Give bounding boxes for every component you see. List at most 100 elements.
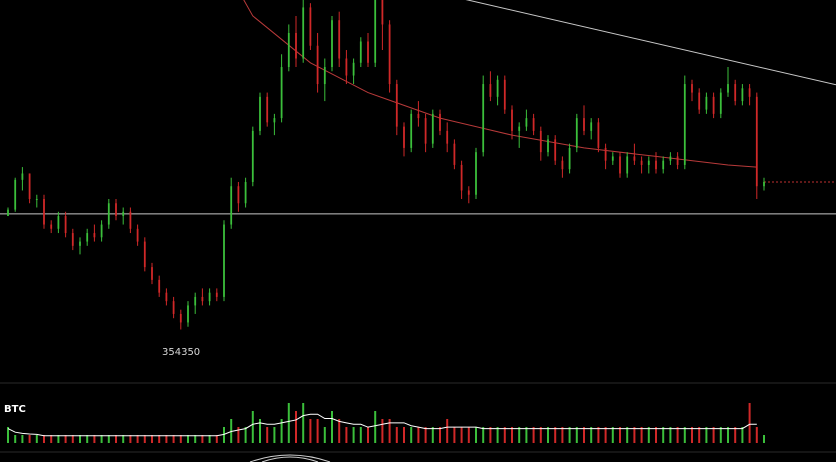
candle bbox=[143, 237, 146, 272]
candle bbox=[100, 220, 103, 242]
volume-bar bbox=[575, 427, 578, 443]
volume-bar bbox=[50, 435, 53, 443]
candle bbox=[194, 292, 197, 314]
candle bbox=[345, 50, 348, 85]
candle-body bbox=[381, 0, 384, 25]
candle-body bbox=[273, 118, 276, 123]
candle bbox=[604, 143, 607, 170]
volume-bar bbox=[518, 427, 521, 443]
candle bbox=[662, 156, 665, 174]
volume-bar bbox=[208, 435, 211, 443]
candle-body bbox=[215, 292, 218, 297]
volume-bar bbox=[676, 427, 679, 443]
candle bbox=[28, 173, 31, 204]
candle-body bbox=[165, 292, 168, 302]
candle bbox=[244, 177, 247, 208]
volume-bar bbox=[525, 427, 528, 443]
candle bbox=[50, 220, 53, 234]
volume-bar bbox=[71, 435, 74, 443]
candle bbox=[381, 0, 384, 50]
candle bbox=[633, 143, 636, 165]
candle-body bbox=[28, 173, 31, 199]
candle-body bbox=[201, 296, 204, 302]
candle bbox=[568, 143, 571, 174]
volume-bar bbox=[323, 427, 326, 443]
candle-body bbox=[143, 241, 146, 268]
candle-body bbox=[79, 241, 81, 246]
candle bbox=[460, 160, 463, 199]
volume-bar bbox=[64, 435, 67, 443]
candle bbox=[215, 288, 218, 302]
volume-bar bbox=[172, 435, 175, 443]
volume-bar bbox=[561, 427, 564, 443]
candle bbox=[287, 24, 290, 72]
volume-bar bbox=[194, 435, 197, 443]
candle bbox=[453, 139, 456, 170]
candle bbox=[338, 11, 341, 68]
candle-body bbox=[244, 181, 247, 204]
candle-body bbox=[266, 96, 269, 123]
volume-bar bbox=[568, 427, 571, 443]
volume-bar bbox=[345, 427, 348, 443]
candle-body bbox=[129, 211, 132, 229]
candle-body bbox=[302, 7, 305, 59]
candle bbox=[280, 54, 283, 123]
candle-body bbox=[251, 130, 254, 182]
candle bbox=[158, 275, 161, 297]
candle-body bbox=[705, 96, 708, 110]
candle-body bbox=[633, 156, 636, 161]
candle-body bbox=[107, 203, 110, 225]
candle-body bbox=[424, 118, 427, 144]
volume-bar bbox=[417, 427, 420, 443]
candle-body bbox=[187, 305, 189, 323]
volume-bar bbox=[597, 427, 600, 443]
candle-body bbox=[647, 160, 650, 165]
volume-bar bbox=[57, 435, 60, 443]
volume-bar bbox=[482, 427, 485, 443]
candle-body bbox=[194, 296, 197, 306]
candle bbox=[467, 186, 470, 204]
candle bbox=[676, 152, 679, 170]
volume-bar bbox=[287, 403, 290, 443]
candle bbox=[763, 177, 765, 191]
volume-bar bbox=[496, 427, 499, 443]
candle-body bbox=[626, 156, 629, 174]
volume-bar bbox=[215, 435, 218, 443]
volume-bar bbox=[633, 427, 636, 443]
volume-bar bbox=[93, 435, 96, 443]
volume-bar bbox=[237, 427, 240, 443]
candle bbox=[273, 113, 276, 136]
volume-bar bbox=[338, 419, 341, 443]
volume-bar bbox=[705, 427, 708, 443]
volume-bar bbox=[295, 411, 297, 443]
candle-body bbox=[93, 233, 96, 238]
candle bbox=[691, 79, 693, 102]
volume-bar bbox=[158, 435, 161, 443]
volume-bar bbox=[21, 435, 24, 443]
candle bbox=[705, 92, 708, 114]
candle bbox=[302, 0, 305, 63]
volume-bar bbox=[511, 427, 513, 443]
volume-bar bbox=[647, 427, 650, 443]
candle-body bbox=[611, 156, 614, 161]
volume-bar bbox=[741, 427, 744, 443]
candle-body bbox=[309, 7, 312, 46]
candle bbox=[259, 92, 261, 136]
candle-body bbox=[86, 233, 89, 242]
volume-bar bbox=[28, 435, 31, 443]
volume-bar bbox=[691, 427, 693, 443]
volume-bar bbox=[7, 427, 9, 443]
candle-body bbox=[619, 156, 621, 174]
candle bbox=[583, 105, 585, 136]
volume-bar bbox=[475, 427, 477, 443]
candle-body bbox=[583, 118, 585, 131]
candle bbox=[179, 309, 182, 330]
candle-body bbox=[691, 84, 693, 93]
candle-body bbox=[475, 152, 477, 195]
candle bbox=[554, 135, 557, 165]
volume-bar bbox=[403, 427, 405, 443]
candle bbox=[201, 288, 204, 306]
candle-body bbox=[683, 84, 686, 165]
navigator-handle-icon[interactable] bbox=[249, 454, 331, 462]
candle-body bbox=[453, 143, 456, 165]
